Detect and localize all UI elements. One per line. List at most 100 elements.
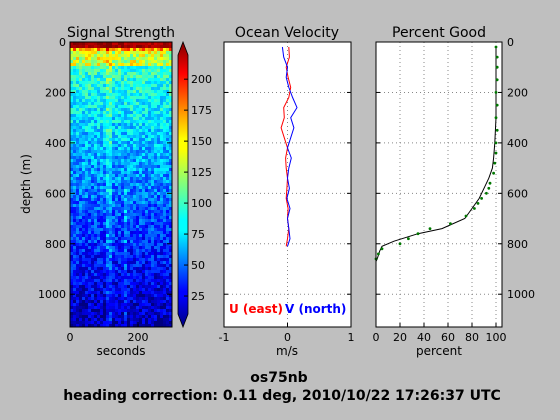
heatmap-cell: [106, 186, 110, 190]
heatmap-cell: [88, 255, 92, 259]
heatmap-cell: [169, 279, 173, 283]
heatmap-cell: [109, 192, 113, 196]
heatmap-cell: [94, 186, 98, 190]
heatmap-cell: [145, 60, 149, 64]
heatmap-cell: [97, 207, 101, 211]
heatmap-cell: [139, 138, 143, 142]
heatmap-cell: [115, 300, 119, 304]
heatmap-cell: [109, 84, 113, 88]
heatmap-cell: [76, 120, 80, 124]
heatmap-cell: [169, 285, 173, 289]
heatmap-cell: [109, 237, 113, 241]
heatmap-cell: [100, 51, 104, 55]
heatmap-cell: [94, 99, 98, 103]
heatmap-cell: [154, 162, 158, 166]
heatmap-cell: [139, 270, 143, 274]
heatmap-cell: [166, 300, 170, 304]
heatmap-cell: [106, 258, 110, 262]
heatmap-cell: [127, 48, 131, 52]
heatmap-cell: [136, 318, 140, 322]
heatmap-cell: [82, 84, 86, 88]
heatmap-cell: [85, 165, 89, 169]
heatmap-cell: [82, 285, 86, 289]
heatmap-cell: [91, 204, 95, 208]
heatmap-cell: [151, 270, 155, 274]
heatmap-cell: [88, 138, 92, 142]
colorbar-tick-label: 150: [191, 135, 212, 148]
heatmap-cell: [136, 96, 140, 100]
heatmap-cell: [106, 273, 110, 277]
heatmap-cell: [145, 147, 149, 151]
heatmap-cell: [139, 114, 143, 118]
heatmap-cell: [88, 282, 92, 286]
heatmap-cell: [154, 285, 158, 289]
heatmap-cell: [121, 63, 125, 67]
heatmap-cell: [100, 249, 104, 253]
heatmap-cell: [166, 315, 170, 319]
heatmap-cell: [85, 96, 89, 100]
heatmap-cell: [145, 135, 149, 139]
heatmap-cell: [142, 60, 146, 64]
heatmap-cell: [124, 207, 128, 211]
heatmap-cell: [163, 195, 167, 199]
heatmap-cell: [130, 150, 134, 154]
heatmap-cell: [97, 261, 101, 265]
heatmap-cell: [118, 54, 122, 58]
heatmap-cell: [163, 96, 167, 100]
heatmap-cell: [133, 69, 137, 73]
heatmap-cell: [151, 258, 155, 262]
heatmap-cell: [91, 264, 95, 268]
heatmap-cell: [97, 213, 101, 217]
heatmap-cell: [118, 162, 122, 166]
heatmap-cell: [157, 51, 161, 55]
heatmap-cell: [166, 54, 170, 58]
heatmap-cell: [88, 225, 92, 229]
heatmap-cell: [106, 132, 110, 136]
heatmap-cell: [70, 108, 74, 112]
heatmap-cell: [115, 225, 119, 229]
heatmap-cell: [79, 168, 83, 172]
heatmap-cell: [160, 261, 164, 265]
heatmap-cell: [154, 72, 158, 76]
heatmap-cell: [112, 87, 116, 91]
heatmap-cell: [112, 168, 116, 172]
heatmap-cell: [124, 48, 128, 52]
heatmap-cell: [145, 222, 149, 226]
heatmap-cell: [145, 171, 149, 175]
heatmap-cell: [70, 219, 74, 223]
heatmap-cell: [166, 177, 170, 181]
heatmap-cell: [151, 105, 155, 109]
heatmap-cell: [100, 108, 104, 112]
heatmap-cell: [91, 102, 95, 106]
heatmap-cell: [169, 156, 173, 160]
heatmap-cell: [130, 300, 134, 304]
heatmap-cell: [115, 183, 119, 187]
heatmap-cell: [121, 114, 125, 118]
heatmap-cell: [145, 108, 149, 112]
heatmap-cell: [163, 183, 167, 187]
heatmap-cell: [166, 135, 170, 139]
heatmap-cell: [148, 120, 152, 124]
heatmap-cell: [160, 126, 164, 130]
heatmap-cell: [73, 258, 77, 262]
heatmap-cell: [103, 84, 107, 88]
heatmap-cell: [115, 306, 119, 310]
heatmap-cell: [124, 81, 128, 85]
heatmap-cell: [142, 216, 146, 220]
heatmap-cell: [154, 222, 158, 226]
heatmap-cell: [82, 153, 86, 157]
heatmap-cell: [121, 240, 125, 244]
heatmap-cell: [157, 255, 161, 259]
heatmap-cell: [76, 45, 80, 49]
heatmap-cell: [142, 318, 146, 322]
heatmap-cell: [79, 84, 83, 88]
heatmap-cell: [163, 225, 167, 229]
heatmap-cell: [145, 144, 149, 148]
heatmap-cell: [166, 255, 170, 259]
heatmap-cell: [70, 324, 74, 328]
heatmap-cell: [139, 255, 143, 259]
heatmap-cell: [148, 282, 152, 286]
velocity-ticks: -1 0 1: [219, 323, 355, 344]
heatmap-cell: [94, 273, 98, 277]
heatmap-cell: [160, 276, 164, 280]
